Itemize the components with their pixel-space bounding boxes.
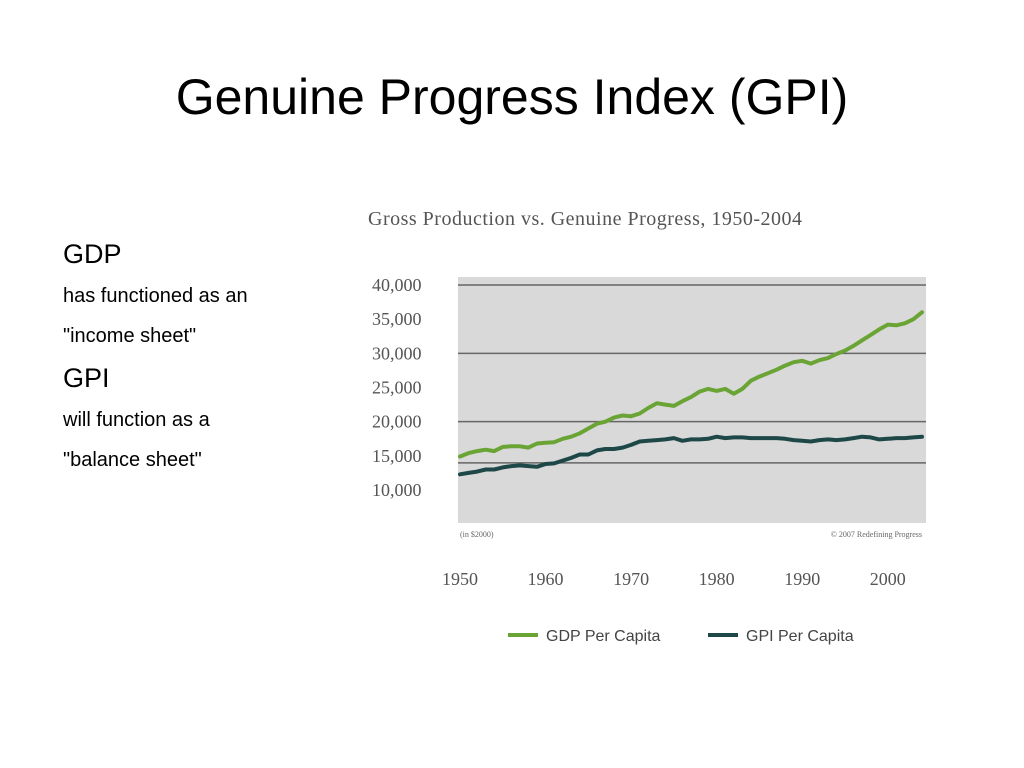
bullet-gpi-line-1: will function as a	[63, 409, 210, 431]
legend: GDP Per Capita GPI Per Capita	[508, 628, 854, 645]
x-axis-ticks: 1950 1960 1970 1980 1990 2000	[442, 569, 906, 589]
x-tick-label: 2000	[870, 569, 906, 589]
gdp-gpi-line-chart: Gross Production vs. Genuine Progress, 1…	[368, 208, 926, 645]
x-tick-label: 1950	[442, 569, 478, 589]
x-tick-label: 1970	[613, 569, 649, 589]
bullet-list: GDP has functioned as an "income sheet" …	[63, 232, 363, 480]
y-tick-label: 35,000	[372, 309, 422, 329]
unit-note: (in $2000)	[460, 530, 494, 539]
grid-lines	[458, 284, 926, 464]
slide-title: Genuine Progress Index (GPI)	[175, 69, 849, 125]
y-tick-label: 15,000	[372, 446, 422, 466]
bullet-gdp-heading: GDP	[63, 239, 122, 269]
plot-area	[458, 277, 926, 523]
legend-label: GPI Per Capita	[746, 628, 854, 645]
y-tick-label: 40,000	[372, 275, 422, 295]
bullet-gpi-line-2: "balance sheet"	[63, 449, 202, 471]
bullet-gdp-line-2: "income sheet"	[63, 325, 197, 347]
bullet-gdp-line-1: has functioned as an	[63, 285, 248, 307]
bullet-gpi-heading: GPI	[63, 363, 110, 393]
series-line-gpi	[458, 434, 924, 477]
series-lines	[458, 310, 924, 477]
x-tick-label: 1990	[784, 569, 820, 589]
y-tick-label: 25,000	[372, 378, 422, 398]
y-tick-label: 10,000	[372, 480, 422, 500]
legend-label: GDP Per Capita	[546, 628, 661, 645]
chart-title: Gross Production vs. Genuine Progress, 1…	[368, 208, 803, 230]
x-tick-label: 1980	[699, 569, 735, 589]
y-tick-label: 20,000	[372, 412, 422, 432]
series-line-gdp	[458, 310, 924, 459]
x-tick-label: 1960	[528, 569, 564, 589]
credit-note: © 2007 Redefining Progress	[831, 530, 922, 539]
y-axis-ticks: 40,000 35,000 30,000 25,000 20,000 15,000 10,0…	[372, 275, 422, 500]
y-tick-label: 30,000	[372, 343, 422, 363]
